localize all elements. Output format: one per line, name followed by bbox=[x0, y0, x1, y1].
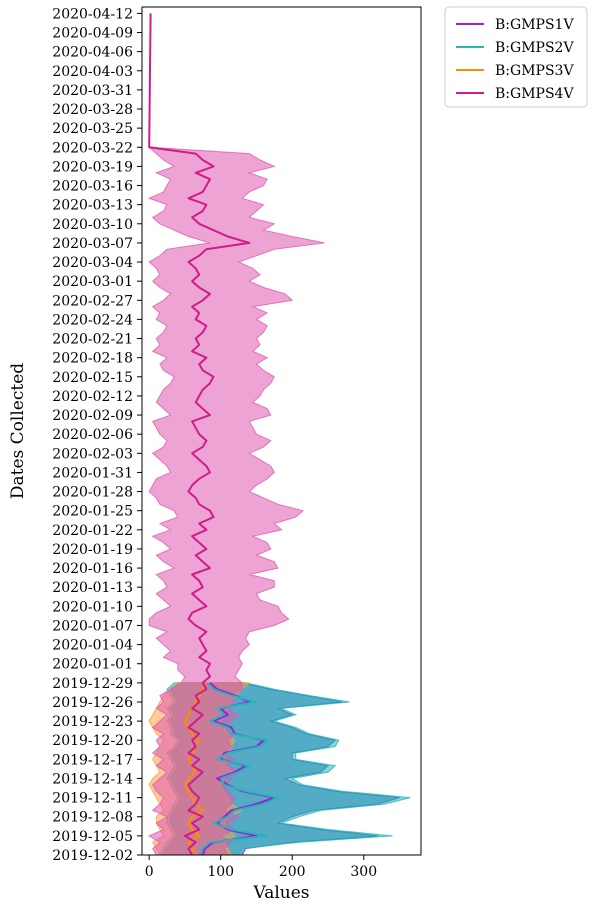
y-tick-label: 2020-03-22 bbox=[52, 140, 133, 156]
y-tick-label: 2020-02-06 bbox=[52, 427, 133, 443]
legend-label: B:GMPS3V bbox=[495, 63, 574, 79]
y-tick-label: 2020-02-12 bbox=[52, 389, 133, 405]
line-series-2 bbox=[198, 682, 279, 856]
legend-frame bbox=[444, 6, 588, 108]
y-tick-label: 2019-12-14 bbox=[52, 771, 133, 787]
x-tick-label: 300 bbox=[350, 864, 377, 880]
y-tick-label: 2020-01-25 bbox=[52, 504, 133, 520]
y-tick-label: 2020-01-13 bbox=[52, 580, 133, 596]
y-tick-label: 2020-02-27 bbox=[52, 293, 133, 309]
y-tick-label: 2020-01-16 bbox=[52, 561, 133, 577]
x-tick-label: 100 bbox=[207, 864, 234, 880]
legend-label: B:GMPS2V bbox=[495, 40, 574, 56]
y-tick-label: 2020-03-10 bbox=[52, 217, 133, 233]
legend-label: B:GMPS4V bbox=[495, 86, 574, 102]
y-tick-label: 2020-03-16 bbox=[52, 179, 133, 195]
y-tick-label: 2020-01-10 bbox=[52, 599, 133, 615]
y-tick-label: 2019-12-20 bbox=[52, 733, 133, 749]
legend-label: B:GMPS1V bbox=[495, 17, 574, 33]
y-tick-label: 2020-03-28 bbox=[52, 102, 133, 118]
y-tick-label: 2020-03-01 bbox=[52, 274, 133, 290]
y-tick-label: 2020-01-07 bbox=[52, 618, 133, 634]
y-tick-label: 2020-03-25 bbox=[52, 121, 133, 137]
y-tick-label: 2020-01-22 bbox=[52, 523, 133, 539]
y-tick-label: 2019-12-02 bbox=[52, 848, 133, 864]
y-tick-label: 2020-04-03 bbox=[52, 64, 133, 80]
line-series-4 bbox=[148, 13, 251, 856]
y-tick-label: 2020-04-09 bbox=[52, 26, 133, 42]
y-tick-label: 2020-02-03 bbox=[52, 446, 133, 462]
y-tick-label: 2020-01-04 bbox=[52, 638, 133, 654]
x-axis-title: Values bbox=[252, 883, 309, 903]
y-tick-label: 2020-01-28 bbox=[52, 485, 133, 501]
y-axis: 2019-12-02 2019-12-05 2019-12-08 2019-12-11… bbox=[52, 6, 142, 864]
y-tick-label: 2020-04-12 bbox=[52, 6, 133, 22]
y-tick-label: 2020-02-21 bbox=[52, 332, 133, 348]
y-tick-label: 2020-01-31 bbox=[52, 465, 133, 481]
y-tick-label: 2020-02-09 bbox=[52, 408, 133, 424]
y-tick-label: 2020-03-31 bbox=[52, 83, 133, 99]
y-tick-label: 2019-12-23 bbox=[52, 714, 133, 730]
y-tick-label: 2020-02-24 bbox=[52, 312, 133, 328]
y-tick-label: 2019-12-11 bbox=[52, 791, 133, 807]
y-tick-label: 2020-02-18 bbox=[52, 351, 133, 367]
y-tick-label: 2020-01-19 bbox=[52, 542, 133, 558]
x-tick-label: 200 bbox=[279, 864, 306, 880]
y-tick-label: 2020-01-01 bbox=[52, 657, 133, 673]
y-tick-label: 2020-03-19 bbox=[52, 159, 133, 175]
y-tick-label: 2020-03-07 bbox=[52, 236, 133, 252]
x-tick-label: 0 bbox=[145, 864, 154, 880]
y-tick-label: 2020-03-04 bbox=[52, 255, 133, 271]
line-series-3 bbox=[183, 682, 208, 856]
y-tick-label: 2020-03-13 bbox=[52, 198, 133, 214]
y-tick-label: 2019-12-08 bbox=[52, 810, 133, 826]
y-tick-label: 2020-02-15 bbox=[52, 370, 133, 386]
x-axis: 0 100 200 300 bbox=[145, 855, 377, 880]
y-tick-label: 2019-12-29 bbox=[52, 676, 133, 692]
y-tick-label: 2019-12-05 bbox=[52, 829, 133, 845]
plot-frame bbox=[141, 6, 422, 856]
y-tick-label: 2019-12-17 bbox=[52, 752, 133, 768]
y-axis-title: Dates Collected bbox=[8, 363, 28, 499]
y-tick-label: 2019-12-26 bbox=[52, 695, 133, 711]
legend: B:GMPS1V B:GMPS2V B:GMPS3V B:GMPS4V bbox=[444, 6, 588, 108]
y-tick-label: 2020-04-06 bbox=[52, 45, 133, 61]
series-lines bbox=[148, 13, 279, 856]
